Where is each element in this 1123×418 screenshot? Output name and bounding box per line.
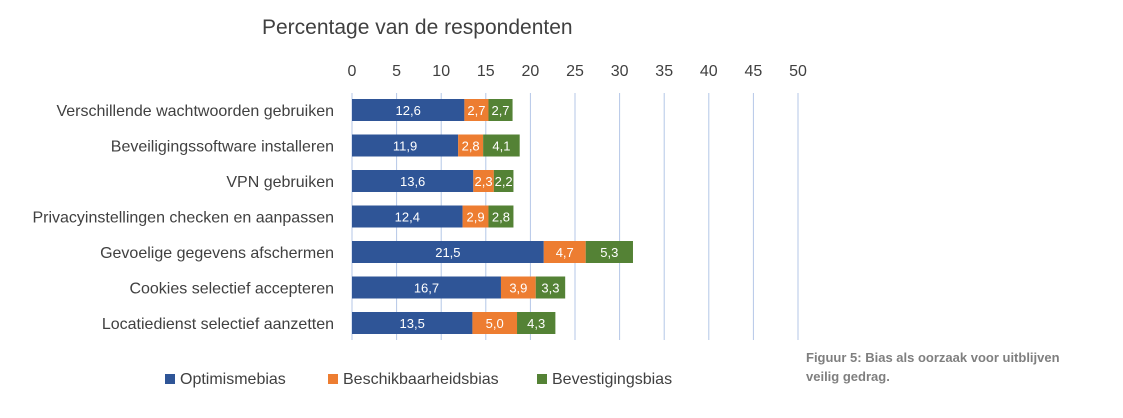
- bar-bevestigingsbias-1: [488, 99, 513, 121]
- legend-label-optimismebias: Optimismebias: [180, 371, 286, 388]
- data-label-beschikbaarheidsbias-4: 2,9: [467, 210, 485, 225]
- bar-beschikbaarheidsbias-4: [462, 205, 489, 228]
- data-label-optimismebias-3: 13,6: [400, 174, 425, 189]
- x-axis-title: Percentage van de respondenten: [262, 16, 573, 39]
- legend-swatch-bevestigingsbias: [537, 374, 547, 384]
- data-label-beschikbaarheidsbias-6: 3,9: [509, 281, 527, 296]
- category-label-verschillende-wachtwoorden-gebruiken: Verschillende wachtwoorden gebruiken: [56, 103, 334, 120]
- data-label-bevestigingsbias-6: 3,3: [541, 281, 559, 296]
- data-label-beschikbaarheidsbias-2: 2,8: [462, 139, 480, 154]
- bar-optimismebias-2: [352, 134, 459, 157]
- bar-bevestigingsbias-3: [493, 170, 514, 192]
- data-label-optimismebias-7: 13,5: [400, 316, 425, 331]
- category-label-privacyinstellingen-checken-en-aanpassen: Privacyinstellingen checken en aanpassen: [32, 210, 334, 227]
- bar-bevestigingsbias-5: [585, 241, 633, 263]
- bar-beschikbaarheidsbias-2: [458, 134, 484, 157]
- category-label-locatiedienst-selectief-aanzetten: Locatiedienst selectief aanzetten: [102, 316, 334, 333]
- data-label-bevestigingsbias-4: 2,8: [492, 210, 510, 225]
- bar-beschikbaarheidsbias-1: [464, 99, 489, 121]
- bar-optimismebias-3: [352, 170, 474, 192]
- figure-caption: Figuur 5: Bias als oorzaak voor uitblijv…: [806, 348, 1116, 386]
- data-label-beschikbaarheidsbias-5: 4,7: [556, 245, 574, 260]
- x-tick-label-5: 5: [392, 63, 401, 80]
- x-tick-label-15: 15: [477, 63, 495, 80]
- category-label-cookies-selectief-accepteren: Cookies selectief accepteren: [129, 281, 334, 298]
- data-label-beschikbaarheidsbias-7: 5,0: [486, 316, 504, 331]
- bar-bevestigingsbias-6: [535, 276, 566, 299]
- legend-swatch-beschikbaarheidsbias: [328, 374, 338, 384]
- data-label-beschikbaarheidsbias-3: 2,3: [475, 174, 493, 189]
- legend-swatch-optimismebias: [165, 374, 175, 384]
- data-label-bevestigingsbias-5: 5,3: [600, 245, 618, 260]
- bar-bevestigingsbias-2: [483, 134, 520, 157]
- x-tick-label-0: 0: [348, 63, 357, 80]
- data-label-optimismebias-6: 16,7: [414, 281, 439, 296]
- data-label-optimismebias-5: 21,5: [435, 245, 460, 260]
- bar-bevestigingsbias-7: [517, 312, 556, 334]
- category-label-vpn-gebruiken: VPN gebruiken: [226, 174, 334, 191]
- bar-beschikbaarheidsbias-6: [500, 276, 536, 299]
- x-tick-label-25: 25: [566, 63, 584, 80]
- data-label-bevestigingsbias-3: 2,2: [495, 174, 513, 189]
- bar-bevestigingsbias-4: [488, 205, 514, 228]
- caption-line-2: veilig gedrag.: [806, 369, 890, 384]
- bar-optimismebias-6: [352, 276, 501, 299]
- data-label-beschikbaarheidsbias-1: 2,7: [467, 103, 485, 118]
- bar-optimismebias-4: [352, 205, 463, 228]
- bars: 12,6 2,7 2,7 11,9 2,8 4,1 13,6 2,3 2,2 12,4 2,9 2,8…: [352, 99, 633, 334]
- bar-beschikbaarheidsbias-5: [543, 241, 586, 263]
- x-tick-label-40: 40: [700, 63, 718, 80]
- x-tick-label-30: 30: [611, 63, 629, 80]
- category-label-beveiligingssoftware-installeren: Beveiligingssoftware installeren: [111, 139, 334, 156]
- data-label-bevestigingsbias-2: 4,1: [492, 139, 510, 154]
- data-label-bevestigingsbias-7: 4,3: [527, 316, 545, 331]
- legend: Optimismebias Beschikbaarheidsbias Bevesti…: [165, 371, 672, 388]
- x-tick-label-35: 35: [655, 63, 673, 80]
- bar-optimismebias-7: [352, 312, 473, 334]
- x-tick-label-20: 20: [522, 63, 540, 80]
- x-tick-label-50: 50: [789, 63, 807, 80]
- bar-optimismebias-5: [352, 241, 544, 263]
- category-labels: Verschillende wachtwoorden gebruiken Beve…: [32, 103, 334, 333]
- bar-beschikbaarheidsbias-7: [472, 312, 518, 334]
- data-label-bevestigingsbias-1: 2,7: [491, 103, 509, 118]
- bar-beschikbaarheidsbias-3: [473, 170, 494, 192]
- category-label-gevoelige-gegevens-afschermen: Gevoelige gegevens afschermen: [100, 245, 334, 262]
- caption-line-1: Figuur 5: Bias als oorzaak voor uitblijv…: [806, 350, 1060, 365]
- data-label-optimismebias-4: 12,4: [395, 210, 420, 225]
- x-tick-label-45: 45: [745, 63, 763, 80]
- legend-label-beschikbaarheidsbias: Beschikbaarheidsbias: [343, 371, 499, 388]
- data-label-optimismebias-1: 12,6: [396, 103, 421, 118]
- x-tick-label-10: 10: [432, 63, 450, 80]
- x-axis-ticks: 0 5 10 15 20 25 30 35 40 45 50: [348, 63, 807, 80]
- bar-optimismebias-1: [352, 99, 465, 121]
- legend-label-bevestigingsbias: Bevestigingsbias: [552, 371, 672, 388]
- data-label-optimismebias-2: 11,9: [393, 139, 417, 154]
